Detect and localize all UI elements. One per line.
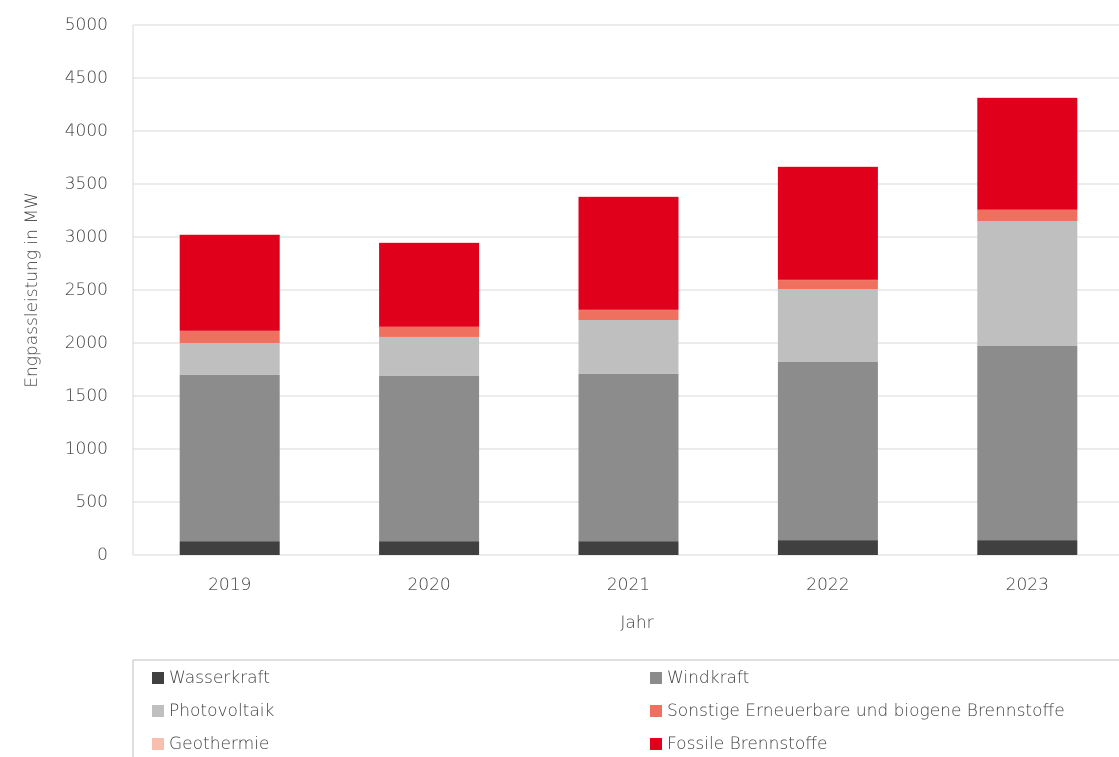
y-tick-label: 1000 (65, 439, 108, 459)
y-tick-label: 0 (97, 545, 108, 565)
bar-segment (578, 319, 679, 374)
x-tick-label: 2020 (407, 575, 450, 595)
bar-segment (179, 343, 280, 375)
legend-label: Wasserkraft (169, 668, 270, 688)
legend-swatch (152, 705, 164, 717)
bar-segment (179, 541, 280, 555)
bar-segment (777, 289, 878, 362)
bar-segment (379, 336, 480, 376)
legend-label: Photovoltaik (169, 701, 274, 721)
bar-segment (777, 361, 878, 541)
bar-segment (379, 541, 480, 555)
bar-segment (179, 374, 280, 542)
bar-segment (379, 375, 480, 542)
y-tick-label: 4000 (65, 121, 108, 141)
bar-segment (777, 166, 878, 280)
legend-swatch (650, 738, 662, 750)
y-axis-title: Engpassleistung in MW (22, 192, 42, 388)
bar-segment (578, 196, 679, 310)
bar-segment (179, 234, 280, 331)
bar-segment (977, 220, 1078, 346)
x-tick-label: 2019 (208, 575, 251, 595)
bar-segment (379, 242, 480, 327)
x-tick-label: 2021 (607, 575, 650, 595)
y-tick-label: 3500 (65, 174, 108, 194)
bar-segment (179, 331, 280, 343)
legend-box (132, 659, 1119, 757)
legend-swatch (650, 672, 662, 684)
bar-segment (777, 540, 878, 555)
x-tick-label: 2022 (806, 575, 849, 595)
bar-segment (578, 541, 679, 555)
bar-segment (578, 373, 679, 542)
bar-segment (977, 209, 1078, 221)
bar-segment (777, 280, 878, 290)
legend-label: Geothermie (169, 734, 269, 754)
legend-label: Fossile Brennstoffe (667, 734, 827, 754)
y-tick-label: 2500 (65, 280, 108, 300)
y-tick-label: 2000 (65, 333, 108, 353)
bar-segment (977, 540, 1078, 555)
legend-label: Sonstige Erneuerbare und biogene Brennst… (667, 701, 1065, 721)
y-tick-label: 500 (76, 492, 108, 512)
y-tick-label: 5000 (65, 15, 108, 35)
y-tick-label: 3000 (65, 227, 108, 247)
y-tick-label: 4500 (65, 68, 108, 88)
bar-segment (977, 345, 1078, 541)
bar-segment (379, 326, 480, 337)
bar-segment (578, 310, 679, 320)
legend-swatch (650, 705, 662, 717)
y-tick-label: 1500 (65, 386, 108, 406)
legend-swatch (152, 672, 164, 684)
bar-segment (977, 97, 1078, 210)
x-axis-title: Jahr (620, 613, 653, 633)
legend-swatch (152, 738, 164, 750)
x-tick-label: 2023 (1006, 575, 1049, 595)
legend-label: Windkraft (667, 668, 749, 688)
